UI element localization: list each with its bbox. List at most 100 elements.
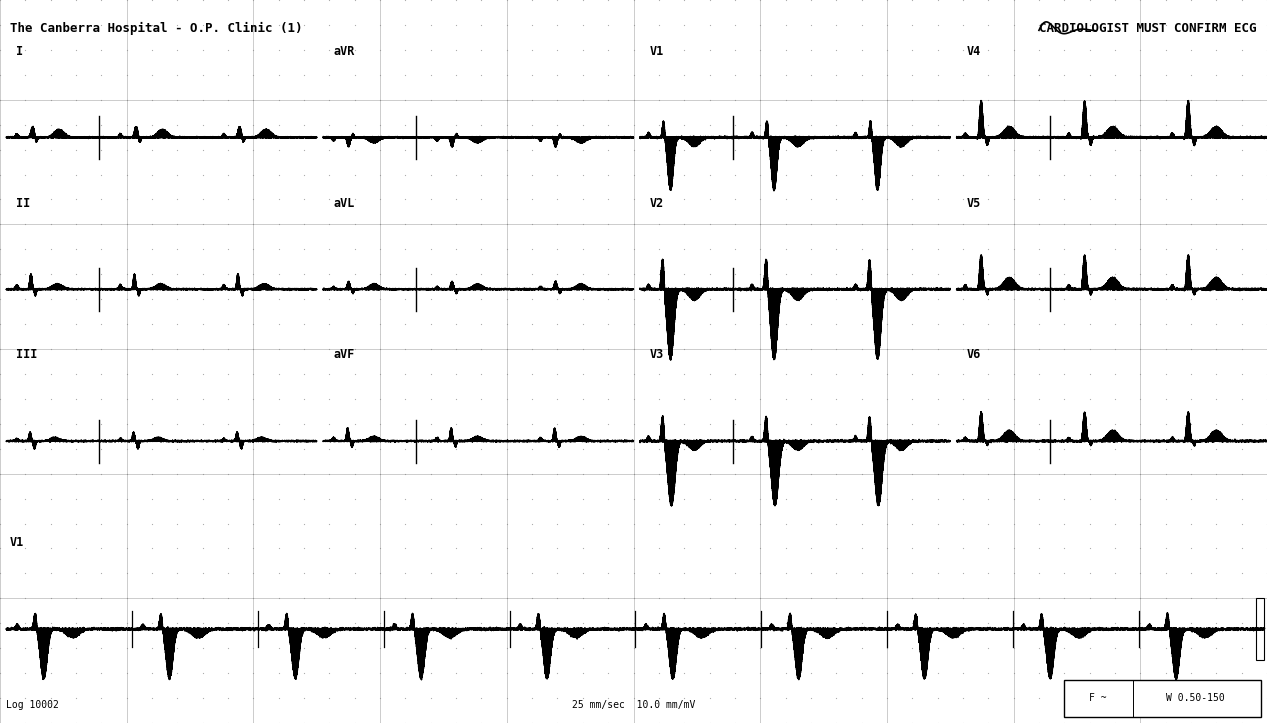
Point bbox=[142, 168, 162, 180]
Point bbox=[91, 44, 111, 56]
Point bbox=[547, 443, 568, 455]
Point bbox=[117, 443, 137, 455]
Point bbox=[1054, 194, 1074, 205]
Point bbox=[117, 568, 137, 579]
Point bbox=[927, 493, 948, 505]
Point bbox=[319, 69, 340, 80]
Point bbox=[0, 518, 10, 529]
Point bbox=[649, 194, 669, 205]
Point bbox=[573, 343, 593, 355]
Point bbox=[0, 667, 10, 679]
Point bbox=[243, 518, 264, 529]
Point bbox=[1181, 44, 1201, 56]
Point bbox=[826, 468, 846, 479]
Point bbox=[674, 44, 694, 56]
Point bbox=[978, 717, 998, 723]
Point bbox=[193, 493, 213, 505]
Point bbox=[851, 218, 872, 230]
Point bbox=[1079, 168, 1100, 180]
Point bbox=[978, 318, 998, 330]
Point bbox=[978, 119, 998, 130]
Point bbox=[319, 518, 340, 529]
Point bbox=[0, 218, 10, 230]
Point bbox=[927, 443, 948, 455]
Point bbox=[573, 218, 593, 230]
Point bbox=[851, 443, 872, 455]
Point bbox=[471, 244, 492, 255]
Point bbox=[218, 94, 238, 106]
Point bbox=[547, 194, 568, 205]
Point bbox=[1181, 119, 1201, 130]
Point bbox=[674, 218, 694, 230]
Point bbox=[41, 168, 61, 180]
Point bbox=[15, 69, 35, 80]
Point bbox=[699, 568, 720, 579]
Point bbox=[1232, 19, 1252, 30]
Point bbox=[750, 343, 770, 355]
Point bbox=[674, 617, 694, 629]
Point bbox=[370, 543, 390, 555]
Point bbox=[1181, 268, 1201, 280]
Point bbox=[1156, 119, 1176, 130]
Point bbox=[294, 368, 314, 380]
Point bbox=[522, 667, 542, 679]
Point bbox=[471, 168, 492, 180]
Point bbox=[674, 194, 694, 205]
Point bbox=[649, 568, 669, 579]
Point bbox=[1130, 343, 1150, 355]
Point bbox=[370, 493, 390, 505]
Point bbox=[750, 617, 770, 629]
Point bbox=[370, 443, 390, 455]
Point bbox=[1003, 693, 1024, 704]
Point bbox=[269, 617, 289, 629]
Point bbox=[877, 393, 897, 405]
Point bbox=[953, 318, 973, 330]
Point bbox=[775, 593, 796, 604]
Point bbox=[1156, 94, 1176, 106]
Point bbox=[775, 518, 796, 529]
Point bbox=[345, 168, 365, 180]
Point bbox=[117, 418, 137, 429]
Point bbox=[649, 44, 669, 56]
Point bbox=[1156, 168, 1176, 180]
Point bbox=[573, 617, 593, 629]
Point bbox=[243, 244, 264, 255]
Point bbox=[1156, 318, 1176, 330]
Point bbox=[725, 194, 745, 205]
Point bbox=[446, 418, 466, 429]
Point bbox=[345, 617, 365, 629]
Point bbox=[66, 368, 86, 380]
Point bbox=[623, 717, 644, 723]
Point bbox=[851, 617, 872, 629]
Point bbox=[623, 543, 644, 555]
Point bbox=[775, 268, 796, 280]
Point bbox=[0, 393, 10, 405]
Point bbox=[471, 218, 492, 230]
Point bbox=[446, 94, 466, 106]
Point bbox=[471, 318, 492, 330]
Point bbox=[547, 218, 568, 230]
Point bbox=[1079, 0, 1100, 6]
Point bbox=[1054, 693, 1074, 704]
Point bbox=[1257, 667, 1267, 679]
Point bbox=[801, 593, 821, 604]
Point bbox=[1181, 244, 1201, 255]
Point bbox=[1105, 418, 1125, 429]
Point bbox=[269, 368, 289, 380]
Point bbox=[750, 693, 770, 704]
Point bbox=[1029, 94, 1049, 106]
Point bbox=[142, 94, 162, 106]
Point bbox=[1003, 368, 1024, 380]
Point bbox=[294, 593, 314, 604]
Point bbox=[243, 0, 264, 6]
Point bbox=[117, 717, 137, 723]
Point bbox=[649, 543, 669, 555]
Point bbox=[395, 168, 416, 180]
Point bbox=[1181, 0, 1201, 6]
Point bbox=[193, 244, 213, 255]
Point bbox=[446, 493, 466, 505]
Text: W 0.50-150: W 0.50-150 bbox=[1167, 693, 1225, 703]
Point bbox=[598, 119, 618, 130]
Point bbox=[1029, 667, 1049, 679]
Point bbox=[471, 268, 492, 280]
